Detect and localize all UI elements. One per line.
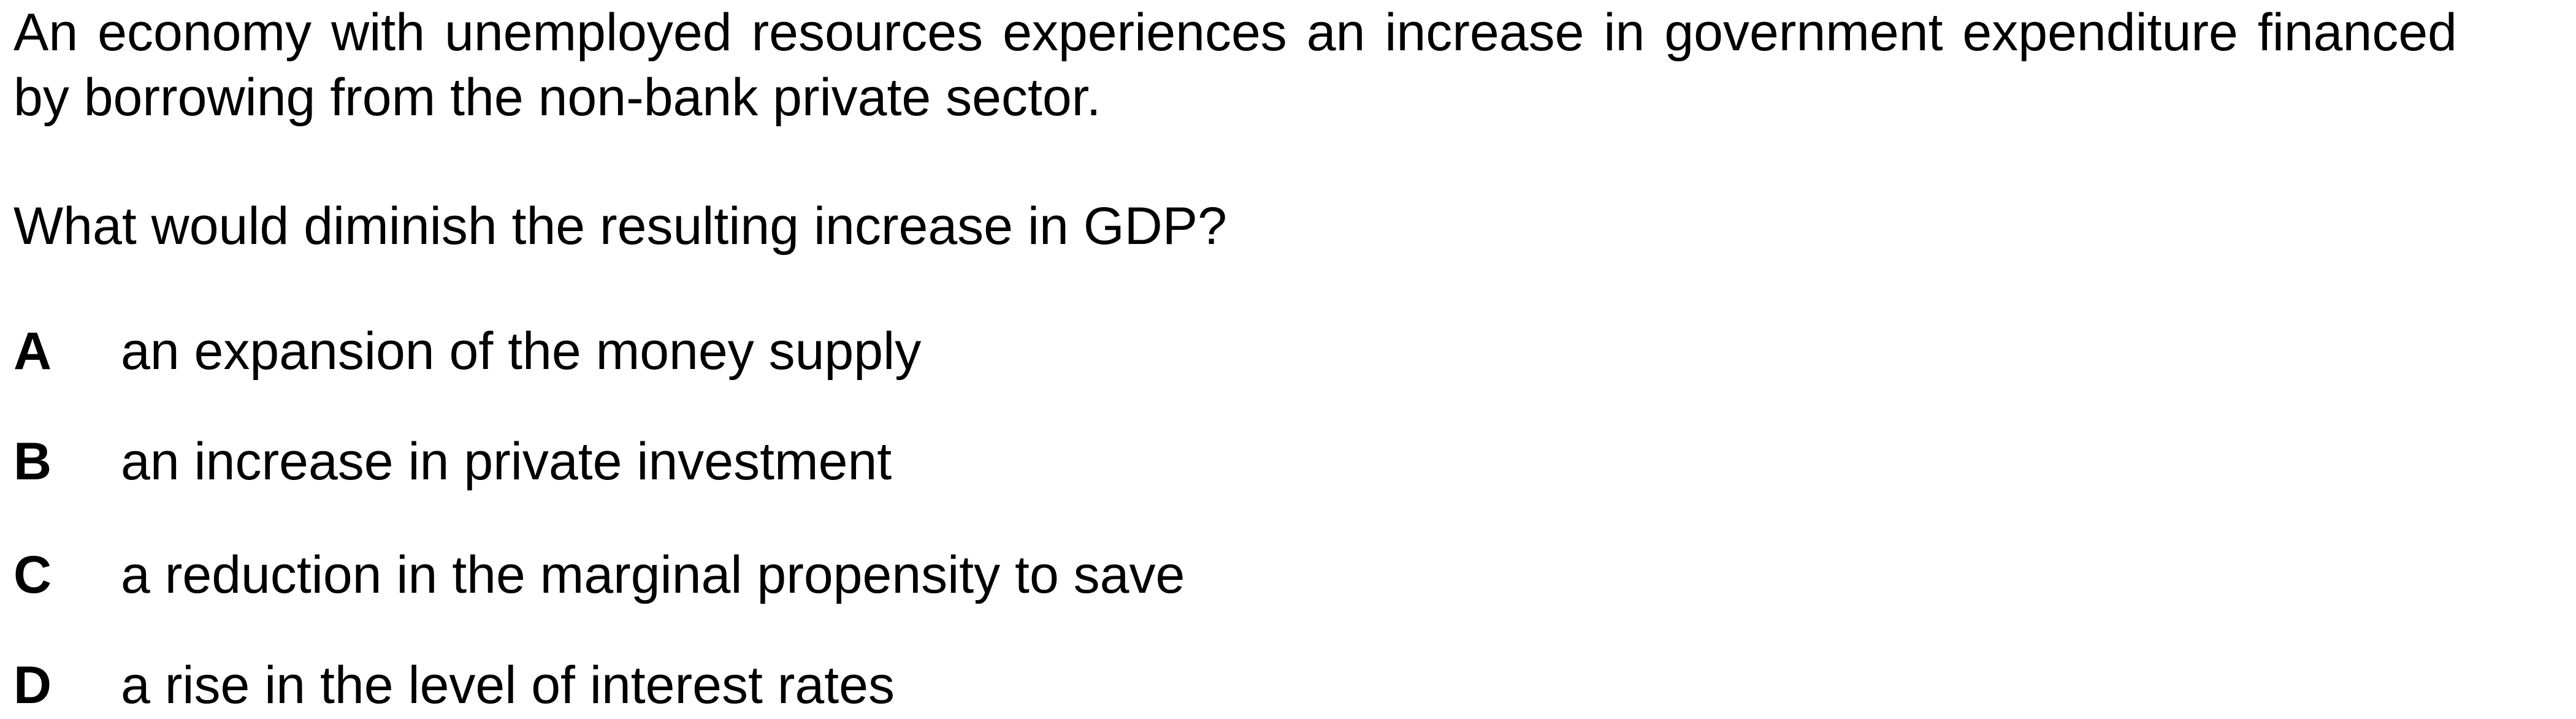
option-letter: D	[13, 656, 52, 715]
option-text: a reduction in the marginal propensity t…	[121, 546, 1185, 604]
option-text: an expansion of the money supply	[121, 322, 922, 381]
option-letter: B	[13, 432, 52, 491]
question-stem: An economy with unemployed resources exp…	[13, 3, 2457, 127]
option-letter: A	[13, 322, 52, 381]
option-letter: C	[13, 546, 52, 604]
option-text: an increase in private investment	[121, 432, 892, 491]
option-text: a rise in the level of interest rates	[121, 656, 895, 715]
question-prompt: What would diminish the resulting increa…	[13, 197, 1227, 256]
